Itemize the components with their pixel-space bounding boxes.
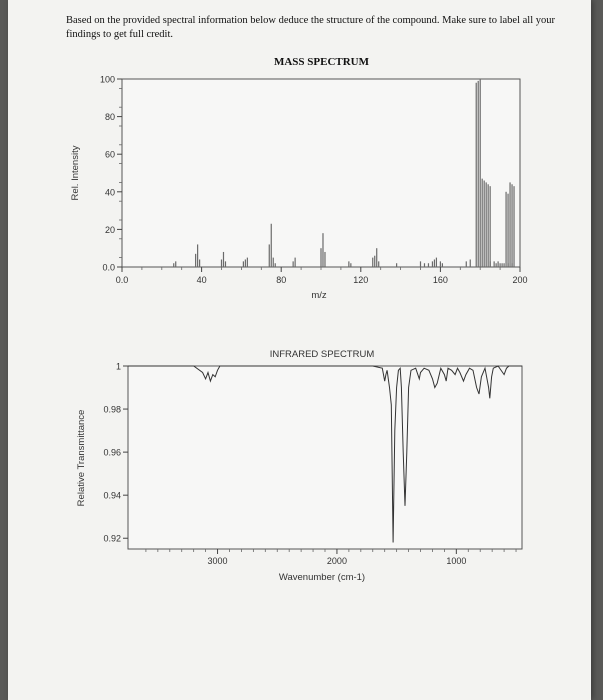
ir-y-tick-label: 1 — [116, 362, 121, 372]
ir-y-tick-label: 0.96 — [103, 448, 121, 458]
ms-y-tick-label: 20 — [105, 225, 115, 235]
ms-y-tick-label: 100 — [100, 75, 115, 85]
ir-y-tick-label: 0.92 — [103, 534, 121, 544]
ir-x-tick-label: 1000 — [446, 556, 466, 566]
ir-spectrum-line — [128, 365, 522, 543]
ms-x-tick-label: 0.0 — [116, 275, 129, 285]
ir-y-tick-label: 0.94 — [103, 491, 121, 501]
ms-x-tick-label: 200 — [512, 275, 527, 285]
ir-title: INFRARED SPECTRUM — [270, 349, 375, 360]
ir-y-axis-label: Relative Transmittance — [76, 410, 87, 507]
ms-y-axis-label: Rel. Intensity — [70, 145, 81, 200]
ms-y-tick-label: 0.0 — [102, 263, 115, 273]
ms-y-tick-label: 80 — [105, 112, 115, 122]
ms-x-tick-label: 40 — [197, 275, 207, 285]
ir-plot-frame — [127, 365, 523, 550]
question-text: Based on the provided spectral informati… — [66, 15, 555, 40]
ir-y-tick-label: 0.98 — [103, 405, 121, 415]
ms-y-tick-label: 60 — [105, 150, 115, 160]
ir-x-axis-label: Wavenumber (cm-1) — [279, 572, 365, 583]
mass-spectrum-title: MASS SPECTRUM — [273, 56, 370, 68]
ms-x-tick-label: 120 — [353, 275, 368, 285]
ms-plot-frame — [121, 78, 521, 268]
ms-x-axis-label: m/z — [311, 290, 327, 301]
ir-x-tick-label: 2000 — [327, 556, 347, 566]
ms-x-tick-label: 160 — [433, 275, 448, 285]
ir-x-tick-label: 3000 — [208, 556, 228, 566]
ms-y-tick-label: 40 — [105, 187, 115, 197]
ms-x-tick-label: 80 — [276, 275, 286, 285]
